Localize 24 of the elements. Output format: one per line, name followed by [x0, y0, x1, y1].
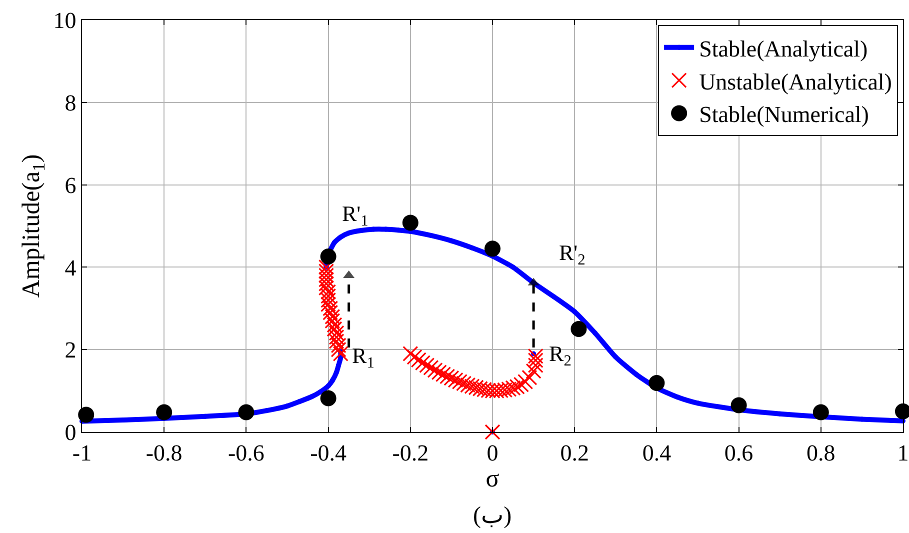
x-tick-label: -0.6 [228, 440, 264, 466]
y-tick-label: 8 [64, 90, 76, 116]
x-tick-label: 1 [897, 440, 909, 466]
y-tick-label: 6 [64, 172, 76, 198]
x-tick-label: -0.8 [146, 440, 182, 466]
x-tick-label: -0.2 [392, 440, 429, 466]
x-tick-label: -0.4 [310, 440, 347, 466]
x-tick-label: 0.4 [642, 440, 672, 466]
x-tick-label: 0 [486, 440, 498, 466]
annotation: R$_{1}$ [352, 343, 374, 372]
y-tick-label: 4 [64, 255, 77, 280]
x-tick-label: 0.6 [724, 440, 754, 466]
y-tick-label: 10 [53, 8, 76, 34]
x-tick-label: 0.8 [806, 440, 836, 466]
y-tick-label: 2 [64, 338, 76, 363]
x-axis-title: σ [486, 466, 500, 493]
legend-label: Unstable(Analytical) [699, 69, 892, 94]
legend-label: Stable(Numerical) [699, 102, 869, 128]
legend-label: Stable(Analytical) [699, 36, 868, 62]
x-tick-label: 0.2 [560, 440, 589, 466]
annotation: R'$_{1}$ [342, 201, 368, 230]
annotation: R'$_{2}$ [559, 240, 586, 269]
text: (ب) [473, 503, 512, 529]
annotation: R$_{2}$ [549, 341, 572, 370]
